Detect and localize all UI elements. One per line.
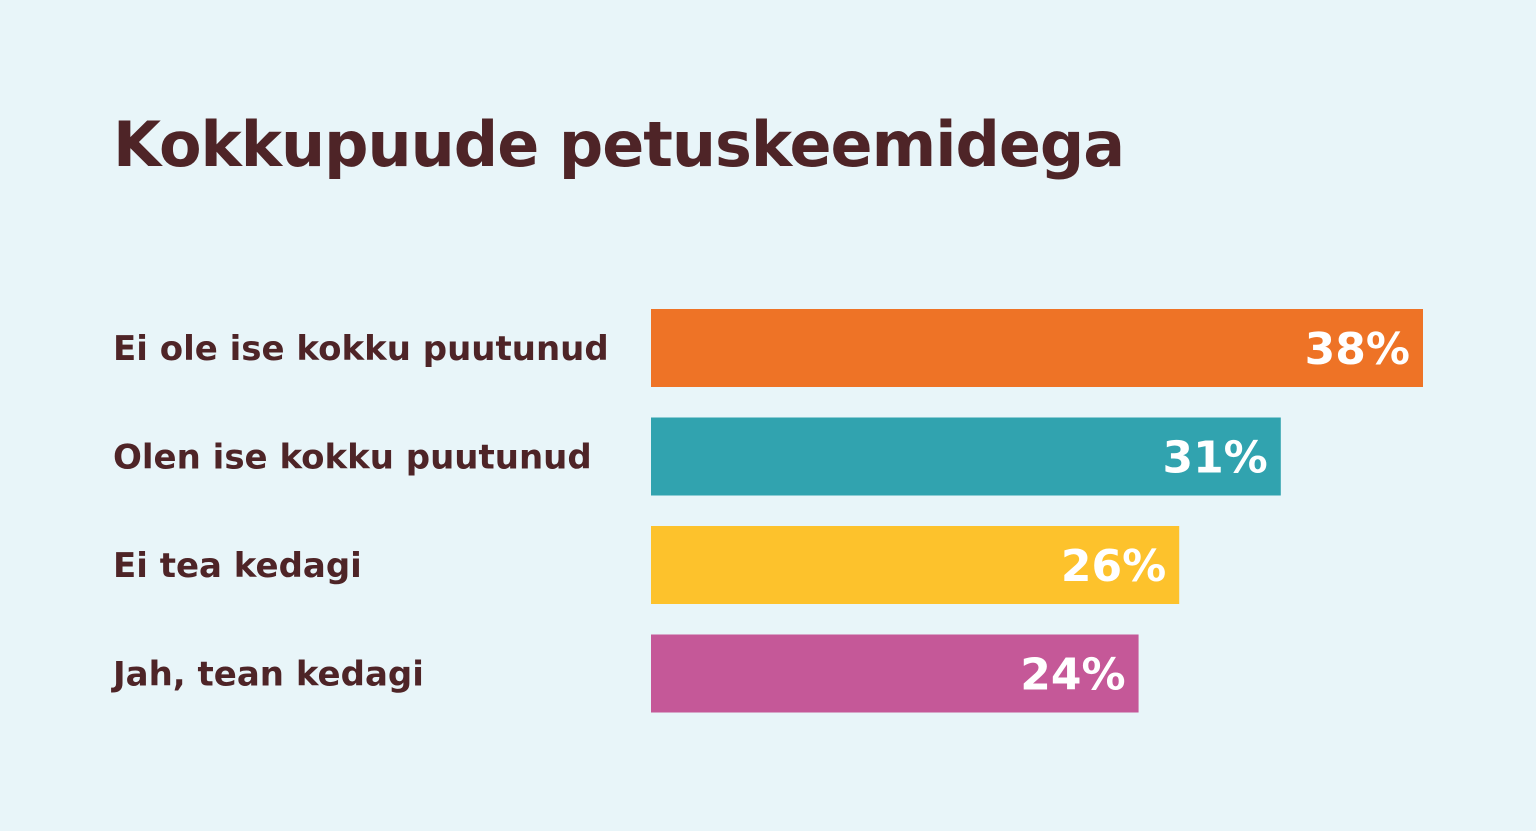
value-label: 26% [1061,541,1166,592]
category-label: Ei tea kedagi [113,546,362,586]
category-label: Olen ise kokku puutunud [113,438,592,478]
bar [651,309,1423,387]
value-label: 38% [1305,324,1410,375]
category-label: Jah, tean kedagi [111,655,424,695]
value-label: 31% [1162,433,1267,484]
chart-title: Kokkupuude petuskeemidega [113,108,1125,181]
value-label: 24% [1020,650,1125,701]
bar [651,526,1180,604]
category-label: Ei ole ise kokku puutunud [113,329,609,369]
bars-group: Ei ole ise kokku puutunud 38% Olen ise kok… [111,309,1423,713]
bar [651,634,1139,713]
bar [651,417,1281,496]
